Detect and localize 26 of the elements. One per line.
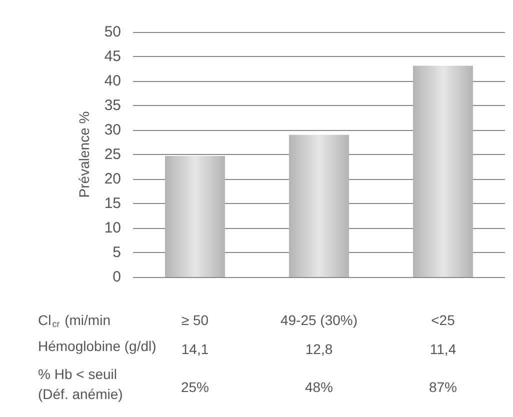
x-tick-label: 49-25 (30%) bbox=[280, 312, 358, 328]
text: Hémoglobine (g/dl) bbox=[38, 338, 156, 354]
y-tick-label: 0 bbox=[112, 268, 121, 286]
bar bbox=[165, 156, 225, 277]
text: % Hb < seuil (Déf. anémie) bbox=[38, 366, 123, 402]
x-tick-label: <25 bbox=[431, 312, 456, 328]
text: 12,8 bbox=[305, 341, 333, 357]
text: 87% bbox=[428, 379, 458, 395]
y-tick-label: 45 bbox=[104, 48, 121, 65]
text: 14,1 bbox=[181, 341, 209, 357]
text: 48% bbox=[304, 379, 334, 395]
y-tick-label: 50 bbox=[104, 24, 121, 40]
y-tick-label: 10 bbox=[104, 220, 121, 236]
y-tick-label: 30 bbox=[104, 122, 121, 138]
bar bbox=[289, 134, 349, 277]
y-tick-label: 25 bbox=[104, 146, 121, 163]
y-axis-title: Prévalence % bbox=[76, 111, 92, 198]
text: 11,4 bbox=[430, 341, 456, 357]
bar bbox=[413, 66, 473, 277]
y-tick-label: 20 bbox=[104, 170, 121, 188]
y-tick-label: 15 bbox=[104, 195, 121, 212]
y-tick-label: 35 bbox=[104, 97, 121, 114]
x-tick-label: ≥ 50 bbox=[181, 312, 209, 328]
y-tick-label: 5 bbox=[112, 244, 121, 261]
y-tick-label: 40 bbox=[104, 72, 121, 90]
text: 25% bbox=[180, 379, 210, 395]
